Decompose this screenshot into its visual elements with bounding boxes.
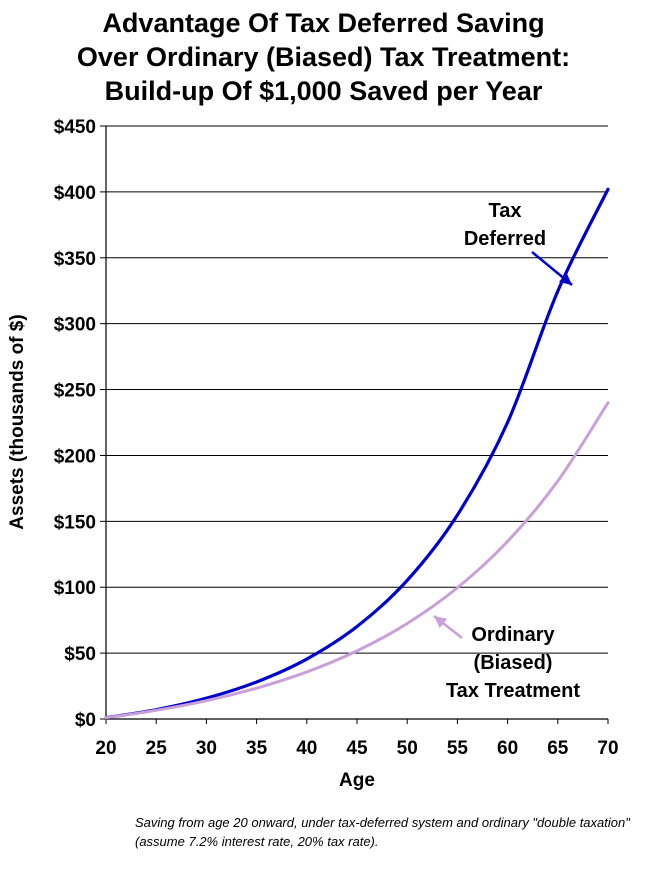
x-tick-label: 65 <box>547 738 569 759</box>
x-tick-label: 60 <box>497 738 518 759</box>
y-tick-label: $0 <box>75 710 96 731</box>
x-tick-label: 25 <box>146 738 168 759</box>
title-line-3: Build-up Of $1,000 Saved per Year <box>104 76 543 106</box>
series-lines <box>104 187 610 720</box>
annotation-text: (Biased) <box>474 652 553 674</box>
x-axis-label: Age <box>339 770 375 791</box>
y-axis-label: Assets (thousands of $) <box>7 314 28 529</box>
annotation-tax-deferred: Tax Deferred <box>464 200 573 286</box>
y-tick-label: $200 <box>54 446 96 467</box>
annotations: Tax Deferred Ordinary (Biased) Tax Treatment <box>433 200 580 702</box>
annotation-text: Ordinary <box>471 624 555 646</box>
y-tick-label: $350 <box>54 249 96 270</box>
y-tick-label: $400 <box>54 183 96 204</box>
annotation-ordinary: Ordinary (Biased) Tax Treatment <box>433 615 580 702</box>
annotation-text: Tax <box>489 200 522 222</box>
y-tick-labels: $0 $50 $100 $150 $200 $250 $300 $350 $400 $450 <box>54 117 96 731</box>
x-tick-label: 70 <box>597 738 618 759</box>
title-line-2: Over Ordinary (Biased) Tax Treatment: <box>76 42 571 72</box>
x-tick-label: 50 <box>397 738 418 759</box>
y-tick-label: $250 <box>54 381 96 402</box>
y-tick-label: $450 <box>54 117 96 138</box>
chart-title: Advantage Of Tax Deferred Saving Over Or… <box>0 6 647 108</box>
x-tick-label: 35 <box>246 738 268 759</box>
y-tick-label: $50 <box>64 644 96 665</box>
x-tick-labels: 20 25 30 35 40 45 50 55 60 65 70 <box>95 738 618 759</box>
y-tick-label: $150 <box>54 512 96 533</box>
y-tick-label: $100 <box>54 578 96 599</box>
annotation-text: Tax Treatment <box>446 680 580 702</box>
grid-lines <box>106 125 608 654</box>
x-tick-label: 55 <box>447 738 469 759</box>
series-line-tax-deferred <box>104 187 610 720</box>
x-tick-label: 40 <box>296 738 317 759</box>
y-tick-label: $300 <box>54 315 96 336</box>
title-line-1: Advantage Of Tax Deferred Saving <box>102 8 545 38</box>
chart-caption: Saving from age 20 onward, under tax-def… <box>135 815 630 849</box>
series-line-ordinary <box>104 401 610 720</box>
axes <box>100 125 609 724</box>
annotation-text: Deferred <box>464 228 546 250</box>
x-tick-label: 45 <box>346 738 368 759</box>
arrow-head-icon <box>558 272 572 285</box>
x-tick-label: 20 <box>95 738 116 759</box>
arrow-head-icon <box>434 616 448 629</box>
x-tick-label: 30 <box>196 738 217 759</box>
